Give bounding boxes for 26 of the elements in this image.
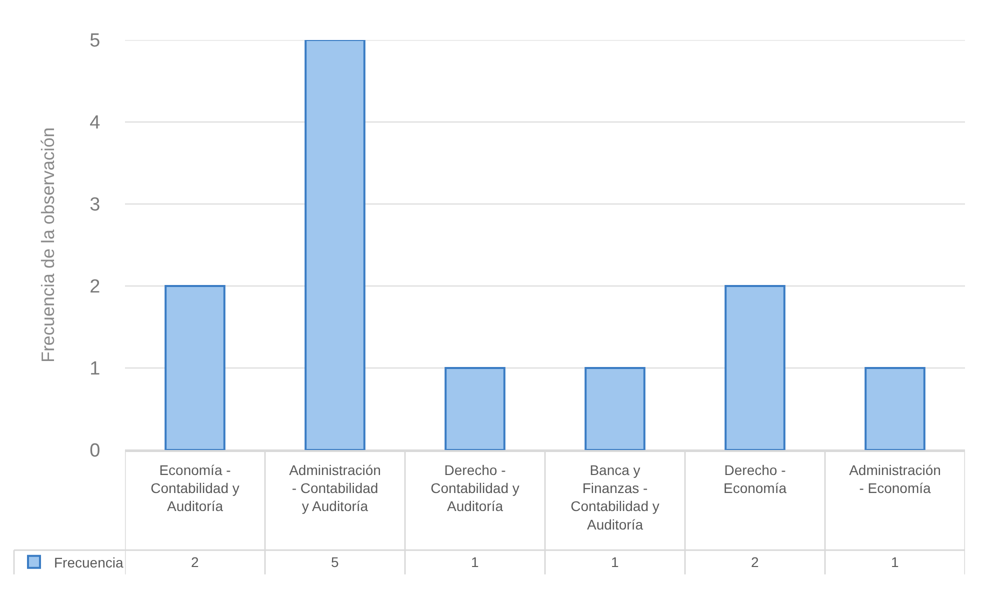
bar (724, 285, 786, 450)
y-tick-label: 4 (90, 112, 101, 134)
y-tick-label: 5 (90, 30, 100, 52)
y-tick-label: 3 (90, 194, 100, 216)
data-label: 2 (191, 554, 199, 570)
x-tick-label: Economía - Contabilidad y Auditoría (150, 462, 240, 514)
data-label: 1 (611, 554, 619, 570)
bar (584, 367, 646, 450)
bar (164, 285, 226, 450)
legend-label: Frecuencia (54, 554, 124, 570)
x-tick-label: Derecho - Contabilidad y Auditoría (430, 462, 520, 514)
y-axis-title: Frecuencia de la observación (38, 127, 58, 363)
data-label: 2 (751, 554, 759, 570)
bar (444, 367, 506, 450)
data-label: 1 (891, 554, 899, 570)
data-label: 5 (331, 554, 339, 570)
bar (864, 367, 926, 450)
x-tick-label: Administración - Economía (849, 462, 941, 496)
x-tick-label: Derecho - Economía (723, 462, 787, 496)
y-tick-label: 2 (90, 276, 100, 298)
x-tick-label: Administración - Contabilidad y Auditoría (289, 462, 381, 514)
x-tick-label: Banca y Finanzas - Contabilidad y Auditoría (570, 462, 660, 532)
y-tick-label: 0 (90, 440, 100, 462)
data-label: 1 (471, 554, 479, 570)
y-tick-label: 1 (90, 358, 100, 380)
bar (304, 40, 366, 450)
